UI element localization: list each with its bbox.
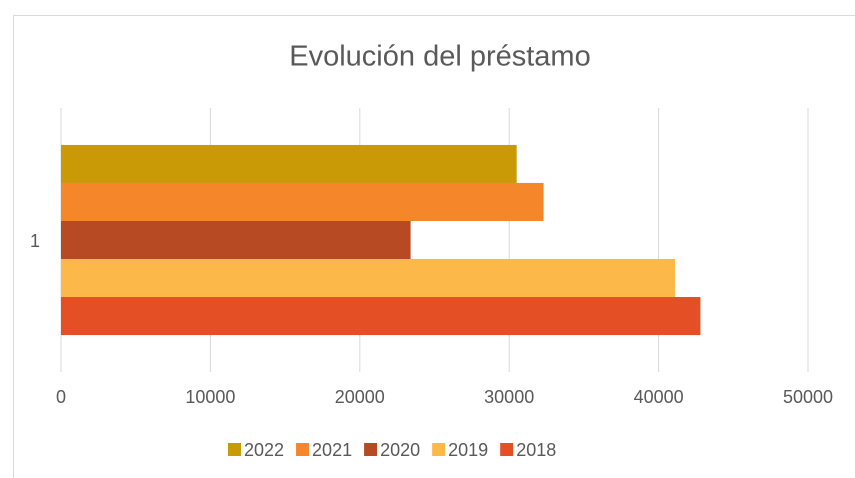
bar [61,182,544,221]
x-tick-label: 30000 [484,387,534,407]
legend-label: 2018 [516,440,556,460]
legend-swatch [228,443,241,456]
bar [61,220,411,260]
legend-swatch [432,443,446,456]
legend-swatch [364,443,378,456]
legend-label: 2019 [448,440,488,460]
chart-title: Evolución del préstamo [289,41,590,73]
x-tick-label: 20000 [335,387,385,407]
bar [61,259,676,298]
x-tick-label: 10000 [185,387,235,407]
bar [61,297,701,336]
y-tick-label: 1 [30,231,40,251]
legend-swatch [296,443,310,456]
bar [61,144,517,183]
legend-swatch [500,443,514,456]
legend-label: 2021 [312,440,352,460]
legend-label: 2022 [244,440,284,460]
x-tick-label: 0 [56,387,66,407]
legend-label: 2020 [380,440,420,460]
x-tick-label: 40000 [634,387,684,407]
x-tick-label: 50000 [783,387,833,407]
